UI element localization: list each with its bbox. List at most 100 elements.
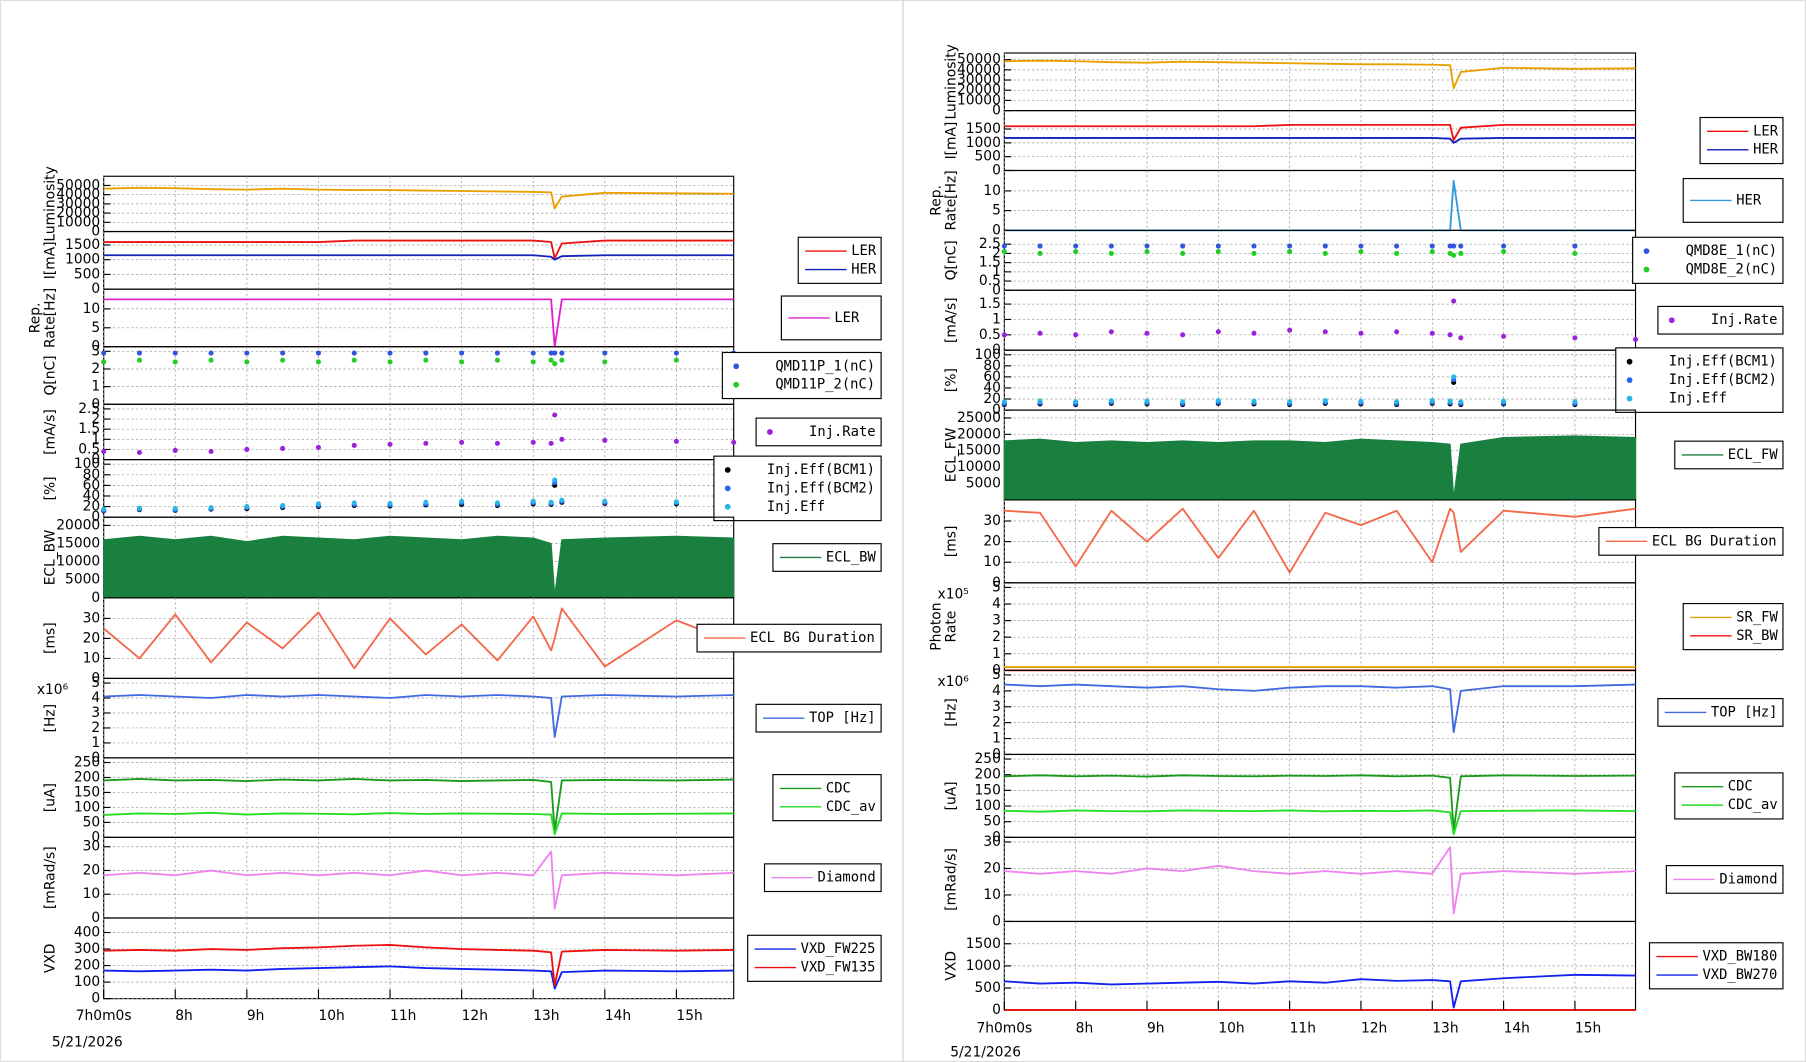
- scatter-point: [1501, 249, 1507, 255]
- y-tick-label: 5: [992, 579, 1001, 595]
- scatter-point: [136, 449, 142, 456]
- y-tick-label: 250: [975, 751, 1001, 767]
- series-line: [1004, 683, 1636, 734]
- y-axis-label: [%]: [943, 368, 959, 392]
- series-line: [1004, 774, 1636, 833]
- scatter-point: [280, 502, 286, 509]
- y-axis-label: Luminosity: [943, 44, 959, 119]
- y-tick-label: 20000: [56, 517, 100, 533]
- scatter-point: [423, 499, 429, 505]
- panel-frame: [1003, 169, 1637, 231]
- scatter-point: [1037, 250, 1043, 256]
- y-tick-label: 5: [992, 667, 1001, 683]
- x-tick-label: 12h: [1361, 1021, 1387, 1037]
- y-axis-label: Q[nC]: [943, 240, 959, 280]
- y-tick-label: 4: [992, 683, 1001, 699]
- y-tick-label: 400: [74, 925, 100, 941]
- y-tick-label: 20: [983, 391, 1001, 407]
- y-tick-label: 1: [992, 731, 1001, 747]
- series-line: [1004, 136, 1636, 144]
- series-area: [103, 535, 735, 599]
- legend-marker: [1626, 395, 1633, 402]
- x-tick-label: 8h: [175, 1008, 193, 1024]
- scatter-point: [1447, 398, 1453, 404]
- panel: 0 5 10 Rep.Rate[Hz]: [928, 169, 1637, 238]
- scatter-point: [1394, 250, 1400, 256]
- y-tick-label: 60: [983, 369, 1001, 385]
- scatter-point: [1358, 243, 1364, 249]
- y-axis-label: ECL_BW: [43, 529, 59, 585]
- scatter-point: [136, 350, 142, 356]
- y-tick-label: 40000: [56, 187, 100, 203]
- legend-label: ECL_FW: [1728, 447, 1779, 463]
- y-tick-label: 0: [91, 339, 100, 355]
- legend-box: [1648, 942, 1784, 990]
- legend-label: CDC_av: [826, 799, 876, 815]
- scatter-point: [530, 350, 536, 356]
- legend-label: Inj.Eff(BCM2): [767, 480, 875, 496]
- series-line: [103, 298, 734, 348]
- y-tick-label: 30: [983, 513, 1001, 529]
- y-tick-label: 3: [91, 705, 100, 721]
- scatter-point: [1251, 398, 1257, 404]
- scatter-point: [1451, 252, 1457, 258]
- scatter-point: [1358, 330, 1364, 336]
- x-tick-label: 14h: [605, 1008, 631, 1024]
- y-tick-label: 1: [992, 646, 1001, 662]
- legend-label: CDC_av: [1728, 797, 1778, 813]
- scatter-point: [1287, 249, 1293, 255]
- scatter-point: [1251, 330, 1257, 336]
- y-tick-label: 0: [992, 222, 1001, 238]
- scatter-point: [1108, 398, 1114, 404]
- y-tick-label: 20: [83, 499, 101, 515]
- y-tick-label: 2: [992, 245, 1001, 261]
- y-tick-label: 2.5: [78, 401, 100, 417]
- scatter-point: [1572, 250, 1578, 256]
- scatter-point: [459, 359, 465, 365]
- series-line: [1004, 973, 1636, 1009]
- y-tick-label: 100: [975, 347, 1001, 363]
- legend-box: [1674, 772, 1784, 820]
- y-tick-label: 0: [992, 342, 1001, 358]
- panel: 0 10 20 30 [ms]: [943, 499, 1637, 591]
- y-tick-label: 15000: [957, 443, 1001, 459]
- y-tick-label: 0: [992, 1002, 1001, 1018]
- scatter-point: [559, 350, 565, 356]
- scatter-point: [1180, 332, 1186, 338]
- scatter-point: [101, 359, 107, 365]
- scatter-point: [1429, 398, 1435, 404]
- legend-label: QMD8E_2(nC): [1686, 262, 1777, 278]
- legend-label: Inj.Eff(BCM1): [1669, 354, 1777, 370]
- legend-label: Inj.Rate: [809, 424, 876, 440]
- y-axis-label: ECL_FW: [943, 427, 959, 482]
- legend: HER: [1682, 177, 1784, 223]
- axis-multiplier: x10⁶: [37, 682, 69, 698]
- y-tick-label: 80: [983, 358, 1001, 374]
- scatter-point: [673, 438, 679, 444]
- scatter-point: [559, 436, 565, 442]
- y-tick-label: 2: [91, 411, 100, 427]
- scatter-point: [423, 350, 429, 356]
- scatter-point: [1458, 243, 1464, 249]
- y-tick-label: 60: [83, 477, 101, 493]
- legend-box: [772, 774, 882, 822]
- legend-box: [1699, 116, 1784, 165]
- series-line: [1004, 180, 1636, 232]
- x-tick-label: 7h0m0s: [976, 1021, 1032, 1037]
- scatter-point: [1572, 399, 1578, 405]
- panel-frame: [103, 288, 735, 348]
- date-label: 5/21/2026: [52, 1034, 123, 1050]
- y-tick-label: 2: [992, 629, 1001, 645]
- panel: 0 10 20 30 [mRad/s]: [943, 834, 1637, 929]
- legend-box: [1615, 347, 1784, 413]
- y-tick-label: 4: [91, 690, 100, 706]
- legend: SR_FW SR_BW: [1682, 602, 1784, 651]
- scatter-point: [552, 477, 558, 483]
- scatter-point: [1447, 243, 1453, 249]
- scatter-point: [552, 412, 558, 418]
- scatter-point: [1322, 398, 1328, 404]
- legend-label: Inj.Eff: [767, 499, 825, 515]
- y-tick-label: 10: [83, 301, 101, 317]
